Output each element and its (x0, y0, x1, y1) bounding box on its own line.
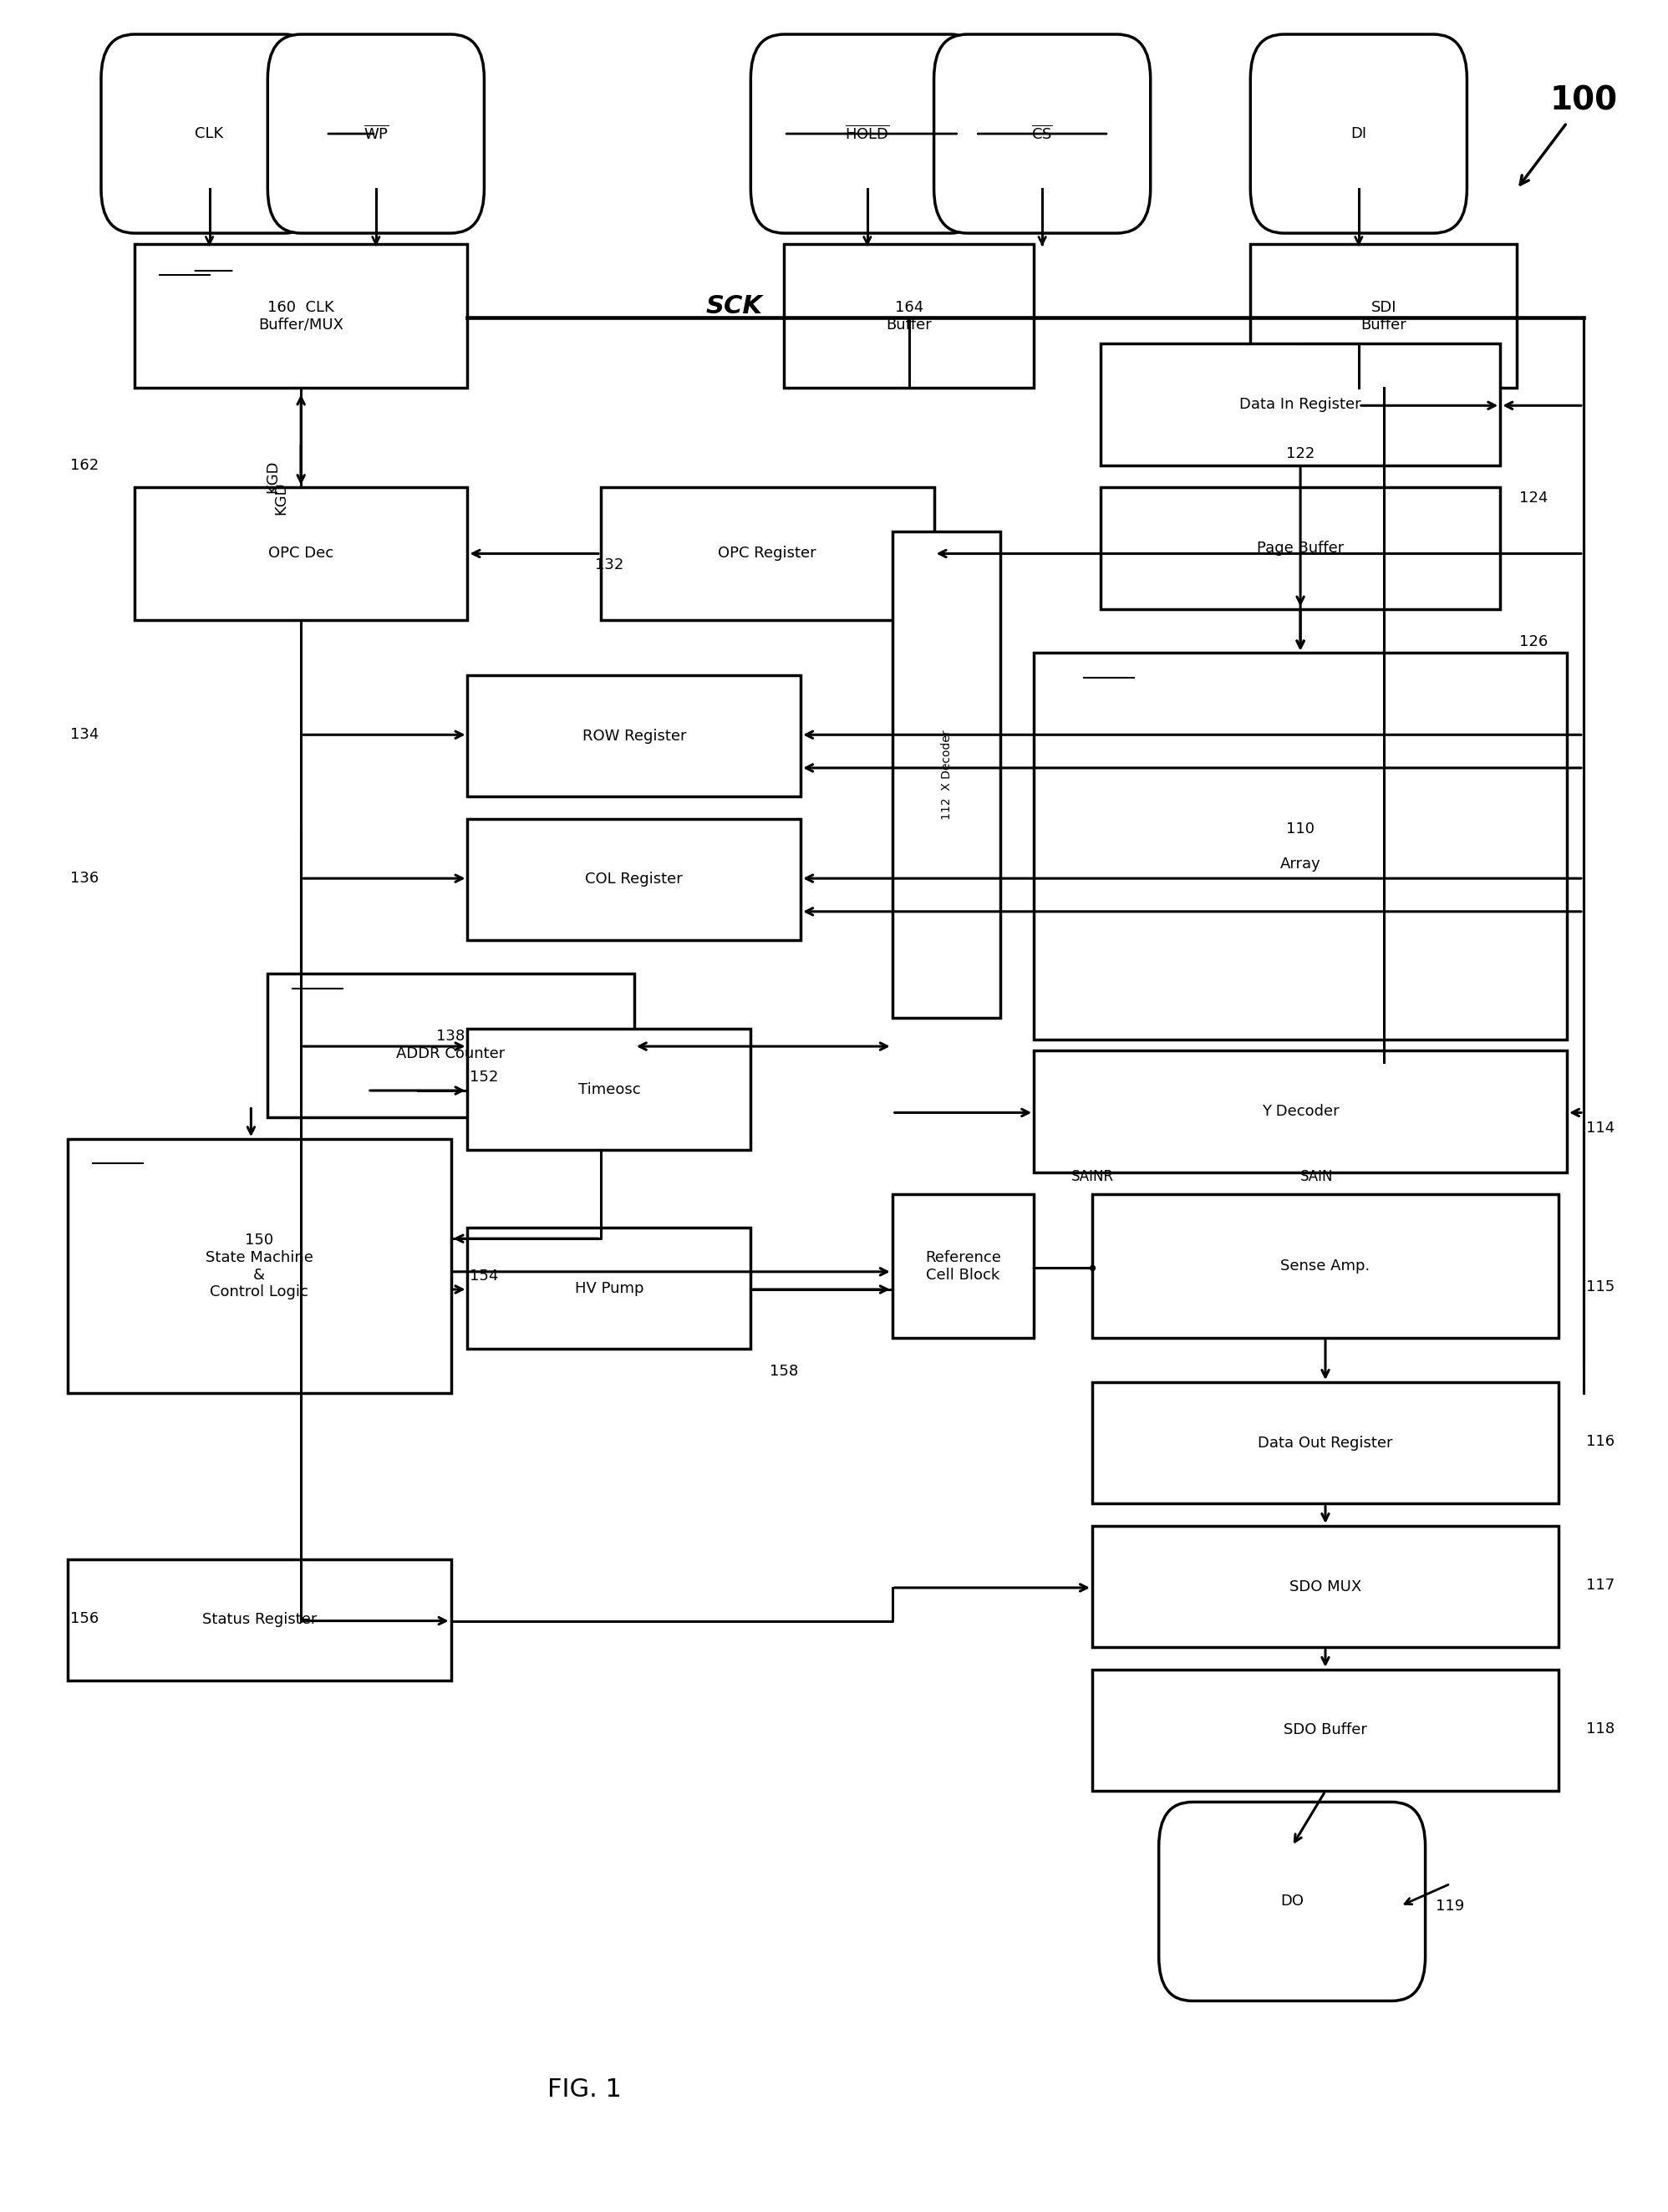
Bar (135, 487, 467, 619)
Text: SCK: SCK (706, 294, 762, 319)
Text: KGD: KGD (274, 482, 289, 515)
Text: Status Register: Status Register (202, 1613, 317, 1628)
Text: 126: 126 (1520, 635, 1548, 650)
Text: Timeosc: Timeosc (577, 1082, 641, 1097)
Text: 119: 119 (1436, 1898, 1465, 1913)
Text: 152: 152 (470, 1071, 499, 1084)
Bar (600, 487, 934, 619)
Text: 150
State Machine
&
Control Logic: 150 State Machine & Control Logic (205, 1232, 314, 1301)
Text: Page Buffer: Page Buffer (1256, 540, 1344, 555)
Text: 118: 118 (1586, 1721, 1615, 1736)
Text: CLK: CLK (195, 126, 224, 142)
Text: FIG. 1: FIG. 1 (547, 2077, 620, 2101)
Text: 124: 124 (1520, 491, 1548, 507)
Bar (892, 531, 1001, 1018)
Text: 134: 134 (70, 728, 98, 743)
Text: 136: 136 (70, 872, 98, 887)
Bar (892, 1194, 1034, 1338)
Text: 158: 158 (769, 1363, 799, 1378)
Bar (1101, 487, 1500, 608)
FancyBboxPatch shape (267, 35, 484, 232)
Text: DI: DI (1351, 126, 1366, 142)
Bar (68, 1559, 450, 1681)
Text: HV Pump: HV Pump (575, 1281, 644, 1296)
Bar (467, 1029, 751, 1150)
Text: 100: 100 (1550, 84, 1618, 117)
Text: 132: 132 (595, 557, 624, 573)
Text: 116: 116 (1586, 1433, 1615, 1449)
Text: 114: 114 (1586, 1121, 1615, 1135)
Bar (467, 1228, 751, 1349)
Text: Reference
Cell Block: Reference Cell Block (926, 1250, 1001, 1283)
Text: SAINR: SAINR (1071, 1170, 1114, 1183)
Bar (1093, 1670, 1558, 1792)
Bar (1101, 343, 1500, 465)
Text: 154: 154 (470, 1270, 499, 1283)
FancyBboxPatch shape (102, 35, 317, 232)
FancyBboxPatch shape (1159, 1803, 1426, 2002)
Text: $\overline{\rm CS}$: $\overline{\rm CS}$ (1031, 126, 1053, 142)
Bar (1093, 1194, 1558, 1338)
Bar (1093, 1382, 1558, 1504)
Bar (784, 243, 1034, 387)
Text: KGD: KGD (265, 460, 280, 493)
Text: 138
ADDR Counter: 138 ADDR Counter (397, 1029, 505, 1062)
Text: OPC Dec: OPC Dec (269, 546, 334, 562)
FancyBboxPatch shape (751, 35, 984, 232)
Text: Data In Register: Data In Register (1239, 396, 1361, 411)
Text: Y Decoder: Y Decoder (1261, 1104, 1339, 1119)
Text: $\overline{\rm WP}$: $\overline{\rm WP}$ (364, 126, 389, 142)
FancyBboxPatch shape (934, 35, 1151, 232)
Bar (1251, 243, 1516, 387)
Text: 156: 156 (70, 1610, 98, 1626)
Text: OPC Register: OPC Register (719, 546, 817, 562)
Text: SDI
Buffer: SDI Buffer (1361, 301, 1406, 332)
Bar (68, 1139, 450, 1394)
Bar (267, 973, 634, 1117)
Text: Sense Amp.: Sense Amp. (1281, 1259, 1369, 1274)
Bar (1034, 1051, 1566, 1172)
FancyBboxPatch shape (1251, 35, 1466, 232)
Text: 112  X Decoder: 112 X Decoder (941, 730, 952, 818)
Text: 164
Buffer: 164 Buffer (886, 301, 932, 332)
Text: DO: DO (1281, 1893, 1304, 1909)
Bar (135, 243, 467, 387)
Text: 162: 162 (70, 458, 98, 473)
Text: 117: 117 (1586, 1577, 1615, 1593)
Text: Data Out Register: Data Out Register (1258, 1436, 1393, 1451)
Text: 115: 115 (1586, 1281, 1615, 1294)
Text: 110

Array: 110 Array (1279, 821, 1321, 872)
Bar (1034, 653, 1566, 1040)
Text: COL Register: COL Register (585, 872, 682, 887)
Text: SAIN: SAIN (1301, 1170, 1333, 1183)
Text: ROW Register: ROW Register (582, 728, 686, 743)
Bar (467, 675, 801, 796)
Bar (1093, 1526, 1558, 1648)
Bar (467, 818, 801, 940)
Text: $\overline{\rm HOLD}$: $\overline{\rm HOLD}$ (846, 126, 889, 142)
Text: SDO MUX: SDO MUX (1289, 1579, 1361, 1595)
Text: 160  CLK
Buffer/MUX: 160 CLK Buffer/MUX (259, 301, 344, 332)
Text: SDO Buffer: SDO Buffer (1284, 1723, 1368, 1739)
Text: 122: 122 (1286, 447, 1314, 462)
